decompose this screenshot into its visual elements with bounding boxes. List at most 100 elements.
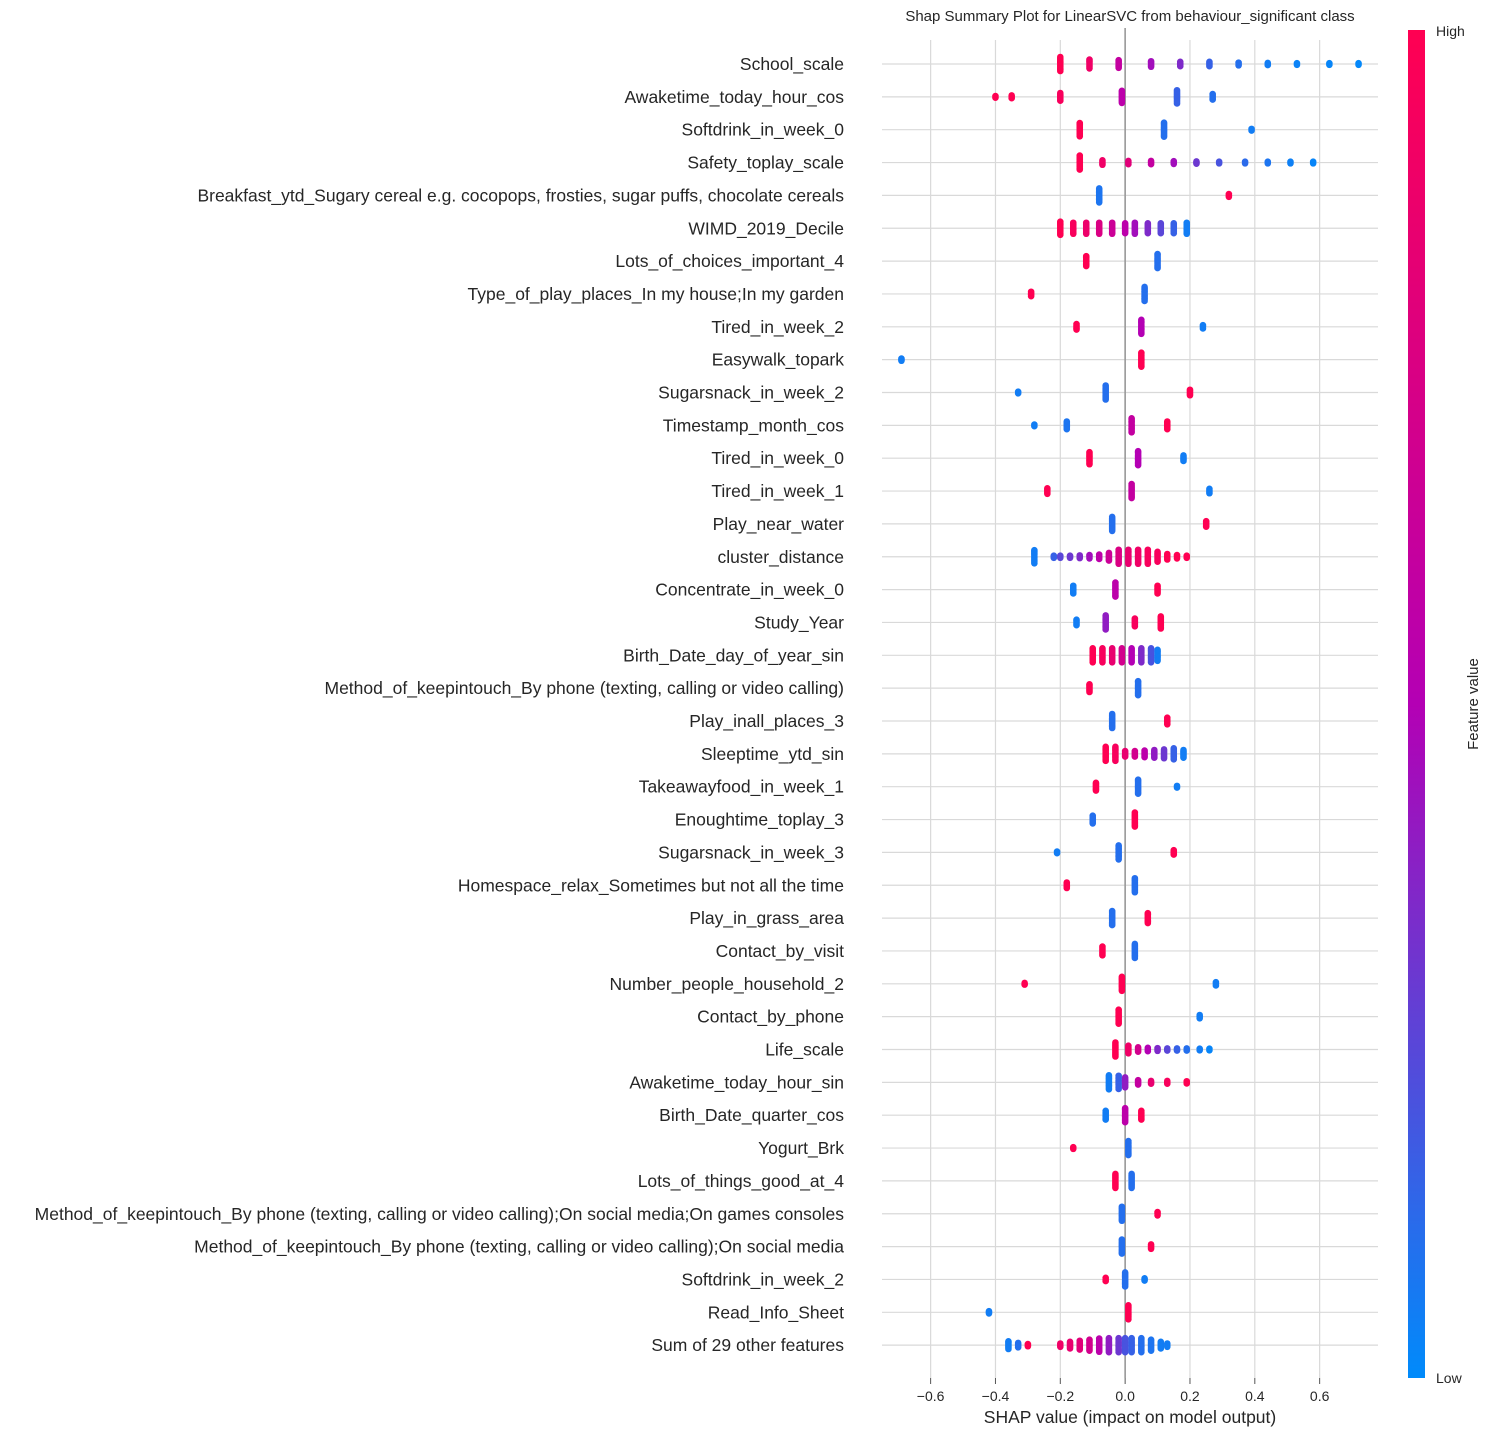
- x-tick-label: −0.2: [1046, 1388, 1074, 1404]
- shap-point: [1086, 555, 1093, 562]
- feature-label: Easywalk_topark: [712, 350, 845, 371]
- shap-point: [1057, 67, 1064, 75]
- shap-point: [1099, 952, 1106, 959]
- feature-label: Tired_in_week_2: [711, 317, 844, 338]
- shap-point: [1180, 754, 1187, 761]
- shap-point: [1115, 560, 1122, 568]
- shap-point: [1183, 230, 1191, 238]
- shap-point: [1180, 457, 1187, 465]
- shap-point: [1118, 659, 1126, 666]
- x-axis: −0.6 −0.4 −0.2 0.0 0.2 0.4 0.6: [917, 1378, 1330, 1404]
- shap-point: [1170, 851, 1178, 858]
- grid: [882, 28, 1378, 1378]
- shap-point: [1138, 330, 1145, 338]
- shap-point: [1170, 756, 1178, 763]
- shap-point: [1199, 325, 1207, 332]
- shap-point: [1173, 100, 1181, 107]
- feature-label: Timestamp_month_cos: [663, 415, 844, 436]
- shap-point: [1193, 160, 1200, 167]
- shap-point: [1206, 489, 1213, 497]
- feature-label: Sleeptime_ytd_sin: [701, 744, 844, 765]
- chart-title: Shap Summary Plot for LinearSVC from beh…: [905, 8, 1354, 25]
- shap-point: [1014, 1344, 1022, 1351]
- shap-point: [1069, 1145, 1077, 1153]
- shap-point: [1206, 62, 1213, 70]
- shap-point: [1121, 1348, 1129, 1356]
- shap-point: [1206, 1047, 1213, 1054]
- shap-point: [1105, 557, 1113, 564]
- shap-point: [1063, 884, 1071, 892]
- shap-point: [1183, 554, 1191, 562]
- shap-point: [992, 94, 999, 101]
- shap-point: [1157, 1345, 1165, 1352]
- shap-point: [1173, 555, 1181, 562]
- shap-point: [1138, 1116, 1145, 1123]
- shap-point: [1134, 1081, 1142, 1088]
- shap-point: [1125, 1316, 1132, 1323]
- shap-point: [1235, 62, 1242, 69]
- shap-point: [1089, 659, 1097, 666]
- shap-point: [1248, 127, 1255, 134]
- shap-point: [1154, 264, 1161, 272]
- shap-point: [1095, 199, 1103, 206]
- shap-point: [1202, 523, 1210, 530]
- shap-point: [1138, 363, 1145, 370]
- shap-point: [1157, 229, 1165, 237]
- shap-point: [1131, 954, 1139, 962]
- shap-point: [1131, 623, 1139, 630]
- shap-point: [1118, 1217, 1126, 1225]
- shap-point: [1125, 160, 1132, 168]
- shap-point: [985, 1310, 993, 1317]
- feature-labels: School_scale Awaketime_today_hour_cos Soft…: [35, 54, 845, 1355]
- shap-point: [1186, 391, 1194, 399]
- feature-label: Yogurt_Brk: [758, 1138, 844, 1159]
- shap-point: [1196, 1047, 1203, 1054]
- shap-point: [1057, 97, 1064, 104]
- shap-point: [1134, 790, 1142, 797]
- shap-point: [1147, 63, 1155, 71]
- shap-point: [1095, 1348, 1103, 1356]
- feature-label: Play_in_grass_area: [689, 908, 844, 929]
- shap-point: [1215, 160, 1223, 167]
- shap-point: [1355, 61, 1362, 69]
- shap-point: [1102, 1277, 1109, 1285]
- shap-point: [1112, 1053, 1119, 1060]
- shap-point: [1112, 1184, 1119, 1192]
- feature-label: Homespace_relax_Sometimes but not all th…: [458, 875, 844, 896]
- feature-label: Birth_Date_day_of_year_sin: [623, 645, 844, 666]
- shap-point: [1066, 1345, 1074, 1352]
- feature-label: Tired_in_week_0: [711, 448, 844, 469]
- shap-point: [1134, 461, 1142, 469]
- feature-label: Breakfast_ytd_Sugary cereal e.g. cocopop…: [197, 185, 844, 206]
- feature-label: cluster_distance: [718, 547, 844, 568]
- shap-point: [1209, 96, 1216, 103]
- feature-label: Number_people_household_2: [610, 974, 845, 995]
- shap-point: [1128, 494, 1135, 502]
- feature-label: Tired_in_week_1: [711, 481, 844, 502]
- shap-point: [1024, 1342, 1032, 1350]
- shap-point: [1031, 560, 1038, 567]
- shap-point: [1147, 659, 1155, 666]
- feature-label: WIMD_2019_Decile: [688, 218, 844, 239]
- shap-point: [1183, 1080, 1191, 1087]
- feature-label: Awaketime_today_hour_cos: [624, 87, 844, 108]
- shap-point: [1154, 657, 1161, 665]
- x-tick-label: 0.6: [1310, 1388, 1330, 1404]
- shap-point: [1121, 229, 1129, 237]
- shap-point: [1115, 1348, 1122, 1356]
- shap-point: [1121, 753, 1129, 760]
- feature-label: Play_near_water: [713, 514, 844, 535]
- shap-point: [1092, 787, 1100, 794]
- shap-point: [1102, 626, 1109, 633]
- shap-point: [1102, 1116, 1109, 1123]
- shap-point: [1125, 1050, 1132, 1057]
- shap-point: [1118, 99, 1126, 107]
- shap-point: [1144, 560, 1152, 568]
- shap-point: [1095, 230, 1103, 238]
- shap-point: [1293, 61, 1301, 69]
- shap-point: [1102, 396, 1109, 403]
- shap-point: [1154, 1047, 1161, 1055]
- feature-label: Read_Info_Sheet: [708, 1302, 844, 1323]
- feature-label: Play_inall_places_3: [689, 711, 844, 732]
- shap-point: [1151, 754, 1158, 761]
